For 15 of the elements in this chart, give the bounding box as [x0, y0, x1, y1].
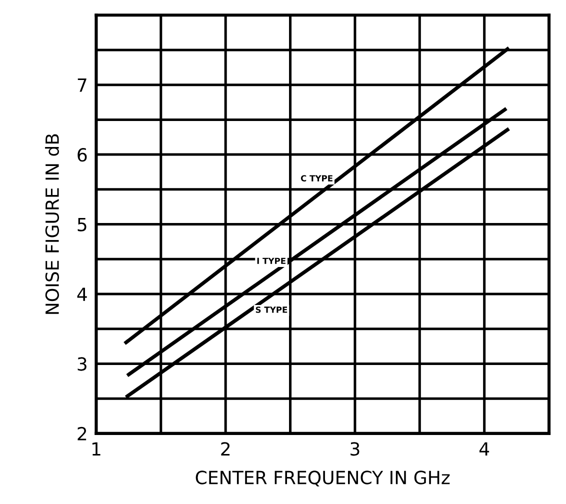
y-tick-label: 4 [77, 288, 87, 301]
series-label: I TYPE [257, 258, 286, 264]
x-tick-label: 1 [92, 442, 100, 456]
y-tick-label: 3 [78, 357, 86, 371]
y-tick-label: 7 [78, 78, 86, 92]
x-tick-label: 2 [221, 442, 230, 456]
x-axis-title: CENTER FREQUENCY IN GHz [196, 470, 450, 486]
y-tick-label: 2 [78, 426, 86, 440]
y-tick-label: 5 [78, 218, 86, 232]
x-tick-label: 3 [350, 442, 360, 456]
series-label: S TYPE [256, 306, 288, 313]
y-axis-title: NOISE FIGURE IN dB [45, 134, 60, 314]
x-tick-label: 4 [479, 442, 490, 456]
y-tick-label: 6 [78, 148, 87, 162]
series-label: C TYPE [300, 175, 332, 182]
